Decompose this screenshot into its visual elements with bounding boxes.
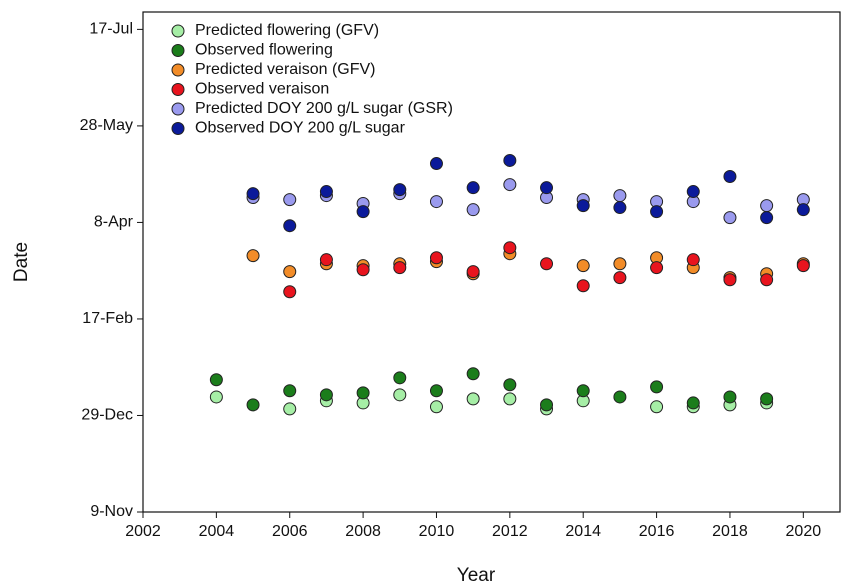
point <box>393 261 407 275</box>
point <box>760 211 774 225</box>
point <box>796 203 810 217</box>
point <box>466 392 480 406</box>
x-tick-label: 2016 <box>639 523 675 540</box>
point <box>650 261 664 275</box>
point <box>246 187 260 201</box>
point <box>503 153 517 167</box>
legend-label: Predicted DOY 200 g/L sugar (GSR) <box>195 100 453 117</box>
point <box>393 388 407 402</box>
point <box>686 185 700 199</box>
point <box>466 181 480 195</box>
legend-marker <box>171 83 185 96</box>
point <box>283 193 297 207</box>
point <box>209 373 223 387</box>
x-tick-label: 2008 <box>345 523 381 540</box>
point <box>319 185 333 199</box>
y-tick-label: 28-May <box>80 117 133 134</box>
point <box>356 386 370 400</box>
point <box>576 384 590 398</box>
point <box>283 285 297 299</box>
x-tick-label: 2018 <box>712 523 748 540</box>
point <box>686 253 700 267</box>
y-axis-title: Date <box>11 242 32 282</box>
x-tick-label: 2012 <box>492 523 528 540</box>
legend-marker <box>171 102 185 116</box>
point <box>429 157 443 171</box>
point <box>760 199 774 213</box>
point <box>209 390 223 404</box>
point <box>613 257 627 271</box>
point <box>503 241 517 255</box>
x-tick-label: 2006 <box>272 523 308 540</box>
point <box>613 390 627 404</box>
plot-frame <box>142 11 841 513</box>
x-tick-label: 2004 <box>199 523 235 540</box>
point <box>283 219 297 233</box>
x-axis-title: Year <box>457 565 496 586</box>
point <box>723 211 737 225</box>
point <box>429 400 443 414</box>
point <box>540 398 554 412</box>
legend-label: Predicted flowering (GFV) <box>195 22 379 39</box>
legend-marker <box>171 63 185 77</box>
point <box>650 205 664 219</box>
point <box>540 181 554 195</box>
point <box>283 402 297 416</box>
point <box>723 169 737 183</box>
y-tick-label: 17-Jul <box>89 21 133 38</box>
legend-label: Predicted veraison (GFV) <box>195 61 376 78</box>
point <box>319 388 333 402</box>
legend-label: Observed DOY 200 g/L sugar <box>195 120 406 137</box>
point <box>576 259 590 273</box>
point <box>650 400 664 414</box>
point <box>356 205 370 219</box>
point <box>246 249 260 263</box>
x-tick-label: 2020 <box>786 523 822 540</box>
point <box>796 259 810 273</box>
point <box>613 271 627 285</box>
point <box>356 263 370 277</box>
y-tick-label: 17-Feb <box>82 310 133 327</box>
point <box>429 195 443 209</box>
point <box>613 189 627 203</box>
point <box>686 396 700 410</box>
x-tick-label: 2014 <box>565 523 601 540</box>
point <box>723 390 737 404</box>
legend-label: Observed flowering <box>195 42 333 59</box>
point <box>503 378 517 392</box>
point <box>429 251 443 265</box>
point <box>246 398 260 412</box>
y-tick-label: 9-Nov <box>90 503 133 520</box>
point <box>466 265 480 279</box>
legend-marker <box>171 44 185 57</box>
point <box>466 203 480 217</box>
point <box>319 253 333 267</box>
point <box>503 178 517 192</box>
point <box>650 380 664 394</box>
point <box>613 201 627 215</box>
point <box>466 367 480 381</box>
point <box>429 384 443 398</box>
y-tick-label: 29-Dec <box>81 407 133 424</box>
point <box>576 279 590 293</box>
point <box>760 273 774 287</box>
point <box>283 384 297 398</box>
x-tick-label: 2002 <box>125 523 161 540</box>
point <box>540 257 554 271</box>
point <box>723 273 737 287</box>
point <box>393 183 407 197</box>
legend-marker <box>171 24 185 38</box>
point <box>576 199 590 213</box>
legend-label: Observed veraison <box>195 81 329 98</box>
point <box>503 392 517 406</box>
point <box>393 371 407 385</box>
point <box>283 265 297 279</box>
point <box>760 392 774 406</box>
legend-marker <box>171 122 185 135</box>
x-tick-label: 2010 <box>419 523 455 540</box>
y-tick-label: 8-Apr <box>94 214 134 231</box>
